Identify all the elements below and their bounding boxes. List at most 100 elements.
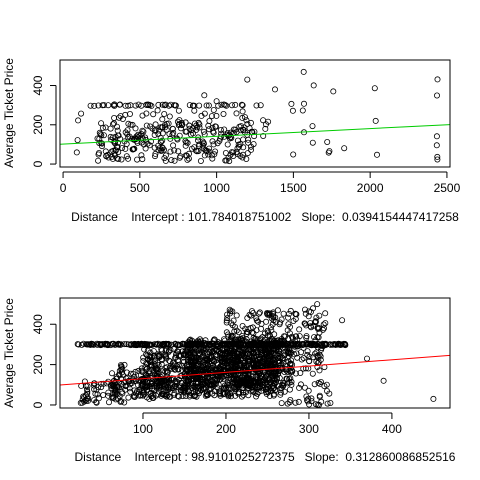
data-point xyxy=(270,385,277,392)
data-point xyxy=(153,392,160,399)
data-point xyxy=(223,157,230,164)
data-point xyxy=(247,119,254,126)
data-point xyxy=(155,370,162,377)
data-point xyxy=(285,321,292,328)
data-point xyxy=(228,353,235,360)
data-point xyxy=(227,376,234,383)
data-point xyxy=(168,157,175,164)
data-point xyxy=(279,356,286,363)
data-point xyxy=(289,107,296,114)
data-point xyxy=(193,354,200,361)
data-point xyxy=(228,102,235,109)
data-point xyxy=(311,334,318,341)
data-point xyxy=(220,336,227,343)
data-point xyxy=(288,378,295,385)
data-point xyxy=(285,310,292,317)
data-point xyxy=(141,346,148,353)
data-point xyxy=(232,383,239,390)
data-point xyxy=(291,343,298,350)
data-point xyxy=(151,153,158,160)
data-point xyxy=(78,110,85,117)
data-point xyxy=(138,365,145,372)
data-point xyxy=(152,365,159,372)
data-point xyxy=(174,118,181,125)
data-point xyxy=(287,365,294,372)
data-point xyxy=(316,392,323,399)
data-point xyxy=(189,337,196,344)
data-point xyxy=(91,380,98,387)
data-point xyxy=(152,121,159,128)
data-point xyxy=(263,390,270,397)
data-point xyxy=(226,347,233,354)
data-point xyxy=(249,383,256,390)
data-point xyxy=(220,111,227,118)
data-point xyxy=(289,335,296,342)
data-point xyxy=(162,124,169,131)
data-point xyxy=(124,127,131,134)
data-point xyxy=(263,386,270,393)
data-point xyxy=(169,359,176,366)
data-point xyxy=(217,363,224,370)
data-point xyxy=(247,146,254,153)
data-point xyxy=(300,100,307,107)
data-point xyxy=(235,357,242,364)
data-point xyxy=(228,363,235,370)
regression-line xyxy=(60,354,450,386)
data-point xyxy=(84,386,91,393)
data-point xyxy=(330,88,337,95)
data-point xyxy=(155,380,162,387)
data-point xyxy=(212,366,219,373)
data-point xyxy=(292,370,299,377)
data-point xyxy=(171,365,178,372)
data-point xyxy=(305,313,312,320)
data-point xyxy=(259,360,266,367)
data-point xyxy=(195,347,202,354)
data-point xyxy=(177,125,184,132)
data-point xyxy=(170,362,177,369)
data-point xyxy=(244,358,251,365)
data-point xyxy=(270,314,277,321)
data-point xyxy=(210,141,217,148)
data-point xyxy=(144,352,151,359)
data-point xyxy=(275,359,282,366)
data-point xyxy=(99,124,106,131)
data-point xyxy=(143,101,150,108)
data-point xyxy=(123,369,130,376)
data-point xyxy=(280,310,287,317)
data-point xyxy=(181,389,188,396)
plot-frame xyxy=(59,297,451,409)
data-point xyxy=(188,349,195,356)
data-point xyxy=(241,114,248,121)
scatter-points xyxy=(73,68,441,165)
data-point xyxy=(110,394,117,401)
data-point xyxy=(123,375,130,382)
data-point xyxy=(261,375,268,382)
data-point xyxy=(270,317,277,324)
data-point xyxy=(169,125,176,132)
data-point xyxy=(214,384,221,391)
data-point xyxy=(143,122,150,129)
data-point xyxy=(264,327,271,334)
data-point xyxy=(257,335,264,342)
data-point xyxy=(217,371,224,378)
y-tick-label: 0 xyxy=(31,160,45,167)
data-point xyxy=(319,343,326,350)
data-point xyxy=(122,111,129,118)
data-point xyxy=(140,141,147,148)
data-point xyxy=(132,368,139,375)
data-point xyxy=(273,340,280,347)
data-point xyxy=(97,131,104,138)
data-point xyxy=(202,337,209,344)
data-point xyxy=(322,320,329,327)
data-point xyxy=(124,131,131,138)
data-point xyxy=(231,379,238,386)
data-point xyxy=(280,338,287,345)
data-point xyxy=(208,152,215,159)
data-point xyxy=(296,333,303,340)
data-point xyxy=(154,107,161,114)
data-point xyxy=(166,364,173,371)
y-tick-label: 400 xyxy=(31,75,45,95)
data-point xyxy=(155,127,162,134)
data-point xyxy=(232,363,239,370)
data-point xyxy=(106,399,113,406)
